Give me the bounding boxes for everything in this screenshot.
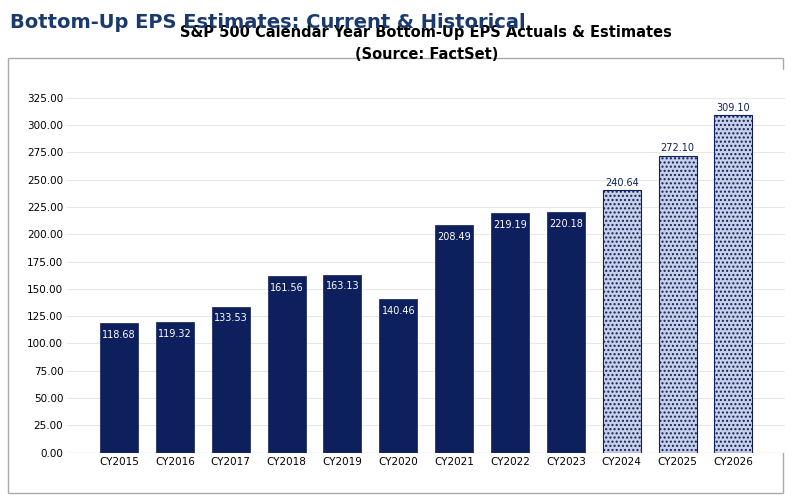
Bar	[491, 213, 529, 453]
Text: 119.32: 119.32	[158, 329, 192, 339]
Text: 208.49: 208.49	[437, 231, 471, 241]
Bar	[603, 190, 641, 453]
Text: 118.68: 118.68	[102, 329, 136, 340]
Bar	[659, 155, 696, 453]
Text: 140.46: 140.46	[381, 306, 415, 316]
Bar	[547, 212, 585, 453]
Text: 133.53: 133.53	[214, 313, 247, 323]
Text: 220.18: 220.18	[549, 219, 583, 229]
Bar	[714, 115, 753, 453]
Bar	[212, 307, 250, 453]
Title: S&P 500 Calendar Year Bottom-Up EPS Actuals & Estimates
(Source: FactSet): S&P 500 Calendar Year Bottom-Up EPS Actu…	[180, 25, 672, 62]
Bar	[100, 323, 138, 453]
Bar	[379, 299, 417, 453]
Bar	[435, 225, 473, 453]
Text: 240.64: 240.64	[605, 178, 638, 188]
Text: 161.56: 161.56	[270, 283, 304, 293]
Text: Bottom-Up EPS Estimates: Current & Historical: Bottom-Up EPS Estimates: Current & Histo…	[10, 13, 526, 32]
Bar	[267, 276, 305, 453]
Bar	[324, 275, 362, 453]
Text: 163.13: 163.13	[326, 281, 359, 291]
Bar	[156, 322, 193, 453]
Text: 219.19: 219.19	[493, 220, 527, 230]
Text: 309.10: 309.10	[717, 103, 750, 113]
Text: 272.10: 272.10	[661, 143, 695, 153]
